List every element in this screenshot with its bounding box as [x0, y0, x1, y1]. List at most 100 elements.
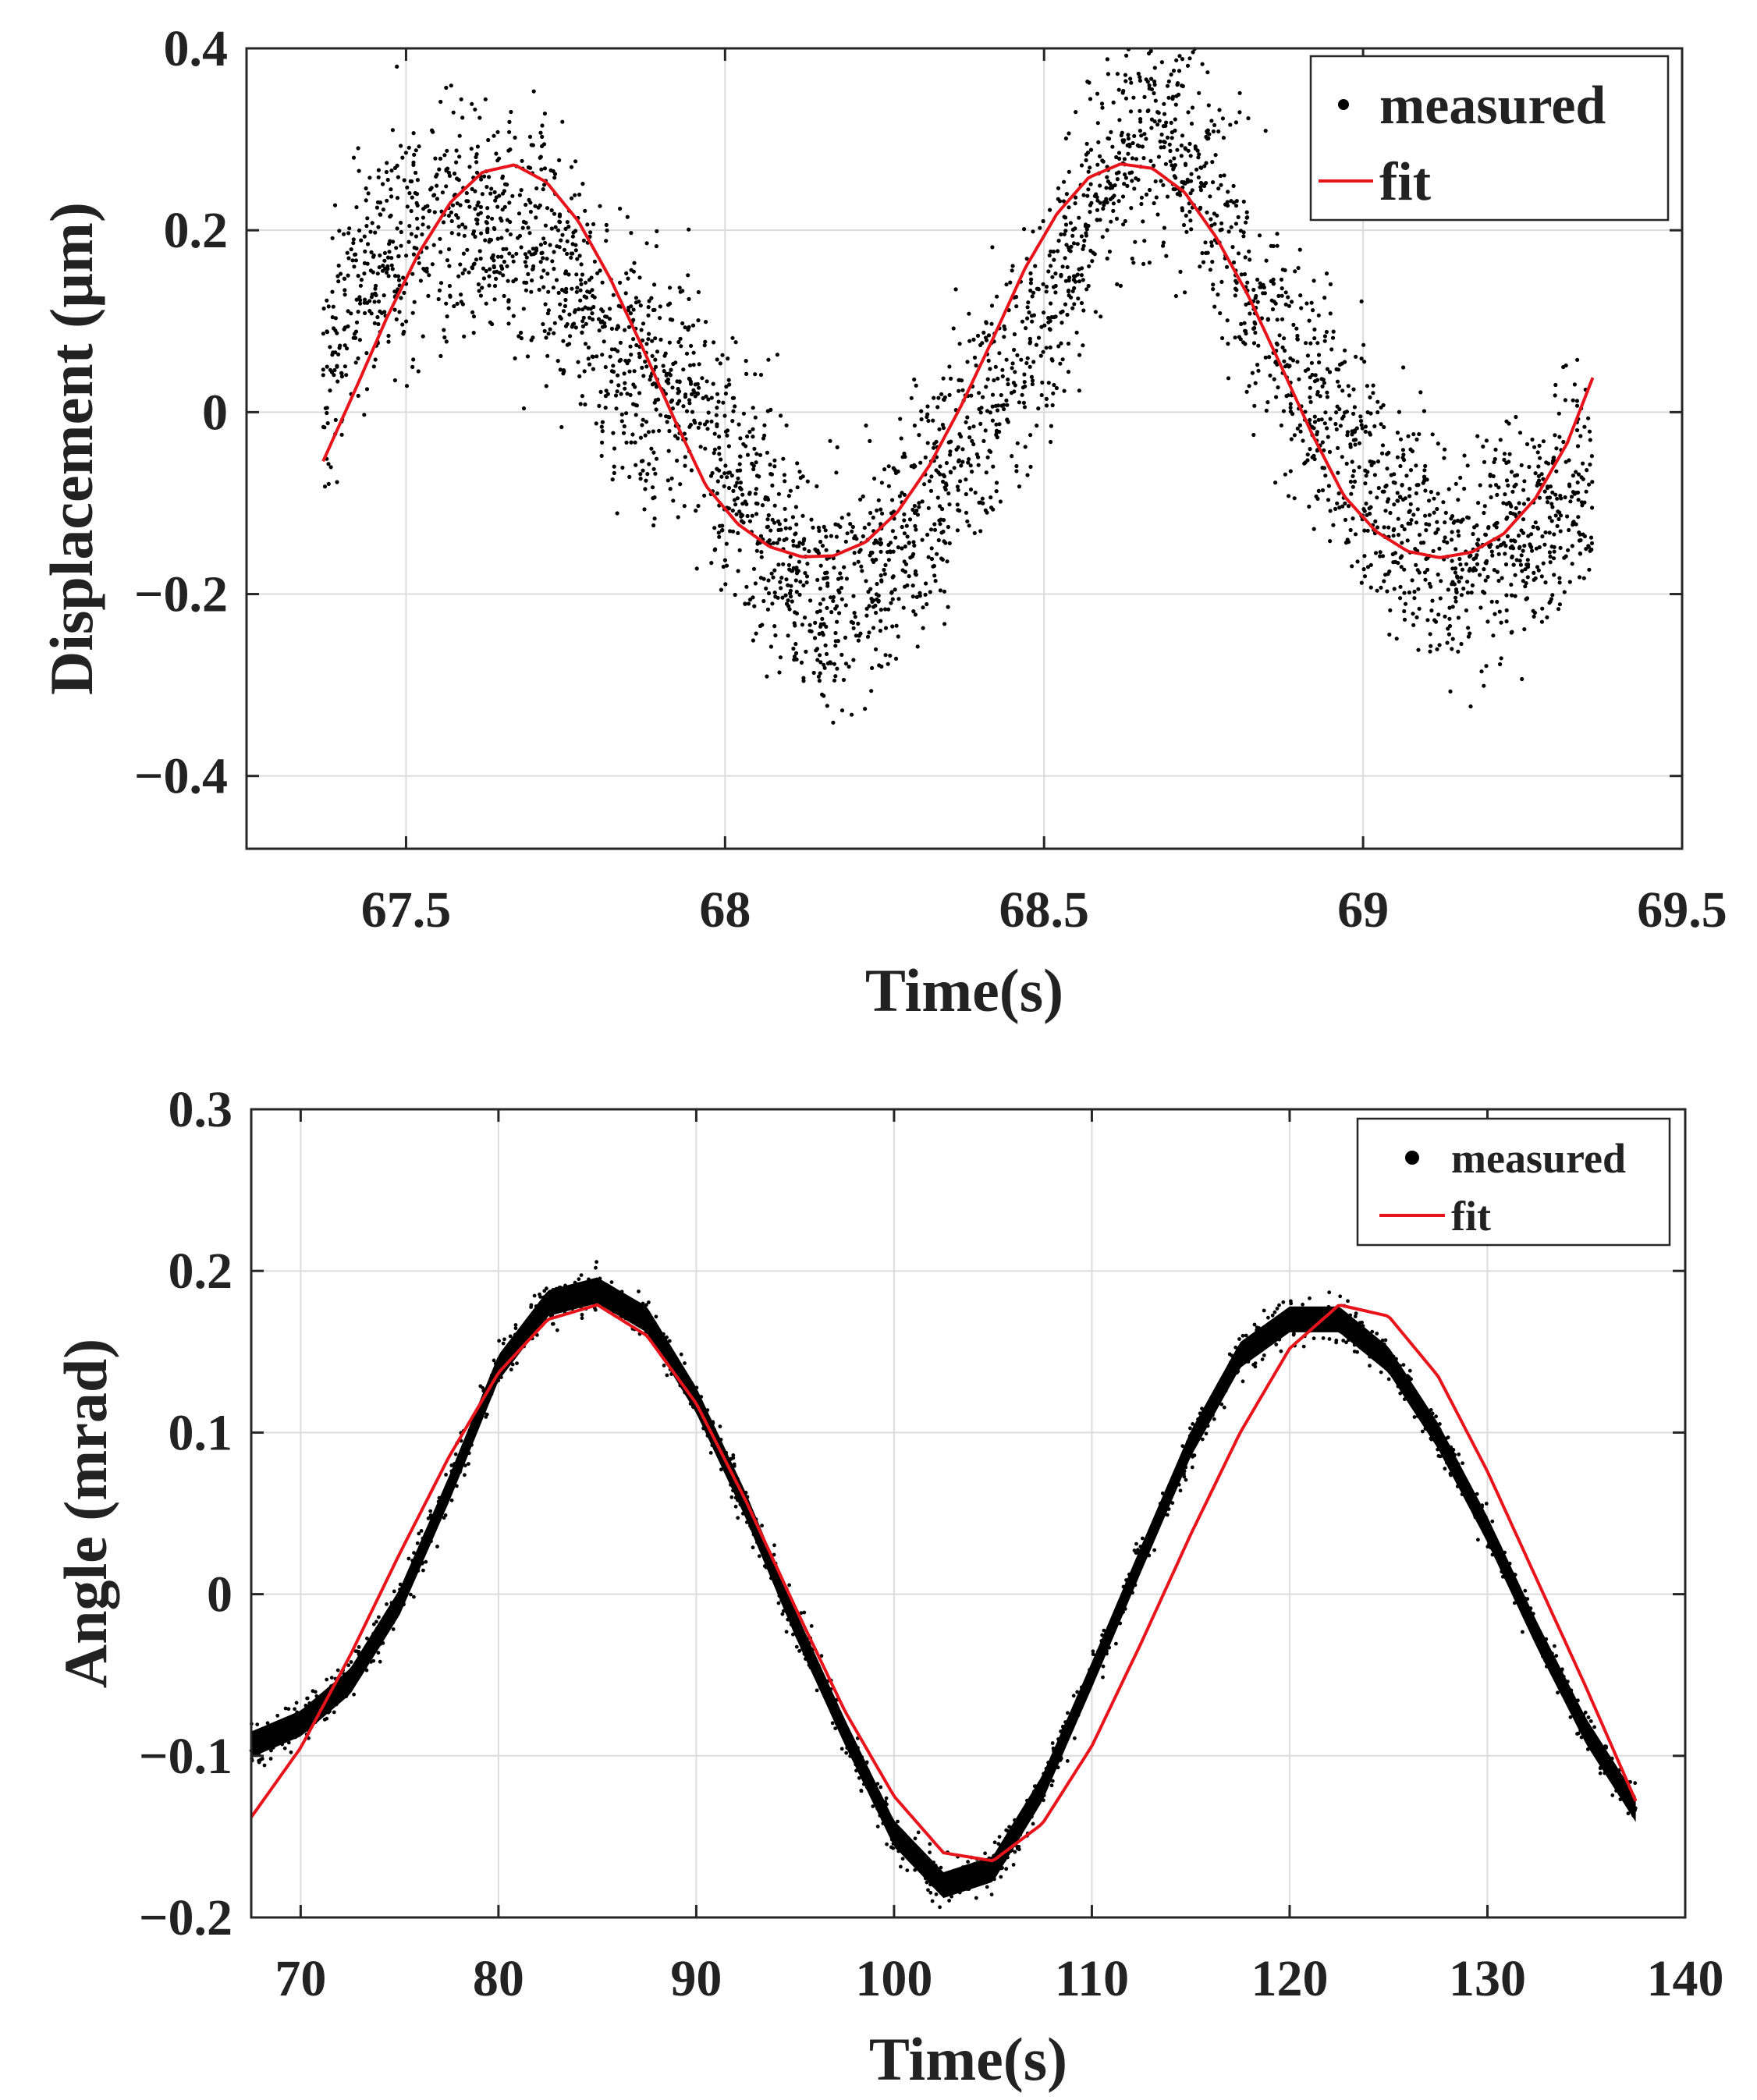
displacement-measured-point	[1147, 261, 1152, 265]
angle-measured-point	[374, 1626, 379, 1631]
displacement-measured-point	[681, 404, 686, 409]
displacement-measured-point	[500, 176, 505, 180]
displacement-measured-point	[1162, 140, 1167, 144]
displacement-measured-point	[996, 403, 1000, 408]
displacement-measured-point	[1047, 253, 1052, 257]
angle-measured-point	[1004, 1838, 1009, 1843]
displacement-measured-point	[580, 272, 585, 277]
displacement-measured-point	[1062, 388, 1067, 393]
displacement-measured-point	[1396, 516, 1400, 521]
angle-measured-point	[357, 1645, 361, 1649]
angle-measured-point	[1354, 1311, 1358, 1316]
angle-measured-point	[1241, 1379, 1245, 1384]
displacement-measured-point	[485, 206, 490, 211]
displacement-measured-point	[627, 474, 632, 480]
angle-measured-point	[619, 1289, 624, 1294]
displacement-measured-point	[1562, 555, 1567, 560]
displacement-measured-point	[654, 456, 659, 461]
displacement-measured-point	[1088, 97, 1093, 101]
displacement-measured-point	[1114, 154, 1119, 160]
angle-measured-point	[607, 1294, 612, 1299]
displacement-measured-point	[1204, 134, 1209, 140]
displacement-measured-point	[1142, 94, 1147, 99]
displacement-measured-point	[1412, 596, 1417, 601]
displacement-measured-point	[1457, 534, 1461, 538]
angle-measured-point	[934, 1892, 939, 1896]
displacement-measured-point	[1288, 356, 1293, 360]
displacement-measured-point	[501, 247, 506, 251]
displacement-measured-point	[758, 452, 763, 457]
displacement-measured-point	[632, 369, 637, 374]
displacement-measured-point	[1402, 617, 1407, 622]
displacement-measured-point	[691, 363, 696, 367]
displacement-measured-point	[803, 570, 808, 576]
displacement-measured-point	[1185, 63, 1191, 68]
displacement-measured-point	[1198, 188, 1204, 193]
displacement-measured-point	[1375, 399, 1380, 404]
displacement-measured-point	[775, 353, 780, 357]
angle-measured-point	[1346, 1299, 1350, 1304]
angle-measured-point	[1425, 1410, 1429, 1415]
displacement-measured-point	[1028, 464, 1033, 470]
displacement-measured-point	[594, 421, 598, 426]
displacement-measured-point	[705, 379, 709, 384]
displacement-measured-point	[772, 568, 777, 573]
angle-measured-point	[395, 1601, 399, 1605]
displacement-measured-point	[1333, 506, 1338, 512]
angle-measured-point	[400, 1584, 405, 1589]
displacement-measured-point	[715, 422, 719, 427]
angle-measured-point	[918, 1863, 922, 1868]
angle-measured-point	[1289, 1301, 1294, 1306]
displacement-measured-point	[1148, 48, 1153, 54]
angle-measured-point	[859, 1788, 864, 1793]
displacement-measured-point	[345, 346, 350, 351]
displacement-measured-point	[474, 257, 479, 262]
displacement-measured-point	[814, 648, 818, 653]
angle-measured-point	[1540, 1637, 1544, 1642]
displacement-measured-point	[1014, 463, 1019, 469]
displacement-measured-point	[698, 445, 703, 449]
displacement-measured-point	[1010, 454, 1014, 459]
displacement-measured-point	[1233, 222, 1238, 226]
displacement-measured-point	[1005, 417, 1010, 423]
displacement-measured-point	[789, 584, 793, 588]
displacement-measured-point	[1417, 533, 1422, 537]
displacement-measured-point	[662, 369, 666, 374]
displacement-measured-point	[719, 587, 724, 592]
displacement-y-tick-label: −0.2	[134, 566, 228, 623]
displacement-measured-point	[1076, 296, 1081, 301]
displacement-measured-point	[970, 438, 974, 444]
displacement-measured-point	[1324, 329, 1329, 335]
displacement-measured-point	[1350, 432, 1354, 437]
displacement-measured-point	[1228, 122, 1233, 127]
angle-measured-point	[1621, 1778, 1626, 1783]
displacement-measured-point	[369, 250, 374, 254]
displacement-measured-point	[1304, 341, 1308, 346]
displacement-measured-point	[1308, 399, 1313, 405]
angle-measured-point	[1241, 1333, 1245, 1338]
angle-measured-band	[249, 1260, 1638, 1910]
displacement-measured-point	[546, 332, 551, 336]
displacement-measured-point	[775, 541, 779, 545]
displacement-measured-point	[631, 307, 636, 312]
angle-measured-point	[262, 1763, 267, 1768]
displacement-measured-point	[552, 176, 557, 180]
displacement-measured-point	[463, 268, 467, 272]
displacement-measured-point	[670, 406, 676, 411]
displacement-measured-point	[1199, 165, 1204, 170]
displacement-measured-point	[1084, 231, 1088, 236]
angle-measured-point	[1560, 1667, 1564, 1672]
displacement-measured-point	[668, 317, 673, 322]
angle-measured-point	[1178, 1488, 1183, 1493]
displacement-measured-point	[981, 501, 985, 505]
angle-measured-point	[1413, 1406, 1418, 1410]
displacement-measured-point	[1454, 547, 1458, 552]
displacement-measured-point	[926, 505, 931, 510]
displacement-measured-point	[1111, 201, 1116, 206]
displacement-measured-point	[1340, 455, 1344, 459]
displacement-measured-point	[591, 222, 596, 226]
displacement-measured-point	[1130, 256, 1134, 261]
displacement-measured-point	[911, 609, 916, 614]
displacement-measured-point	[886, 484, 891, 488]
angle-measured-point	[1105, 1634, 1109, 1638]
